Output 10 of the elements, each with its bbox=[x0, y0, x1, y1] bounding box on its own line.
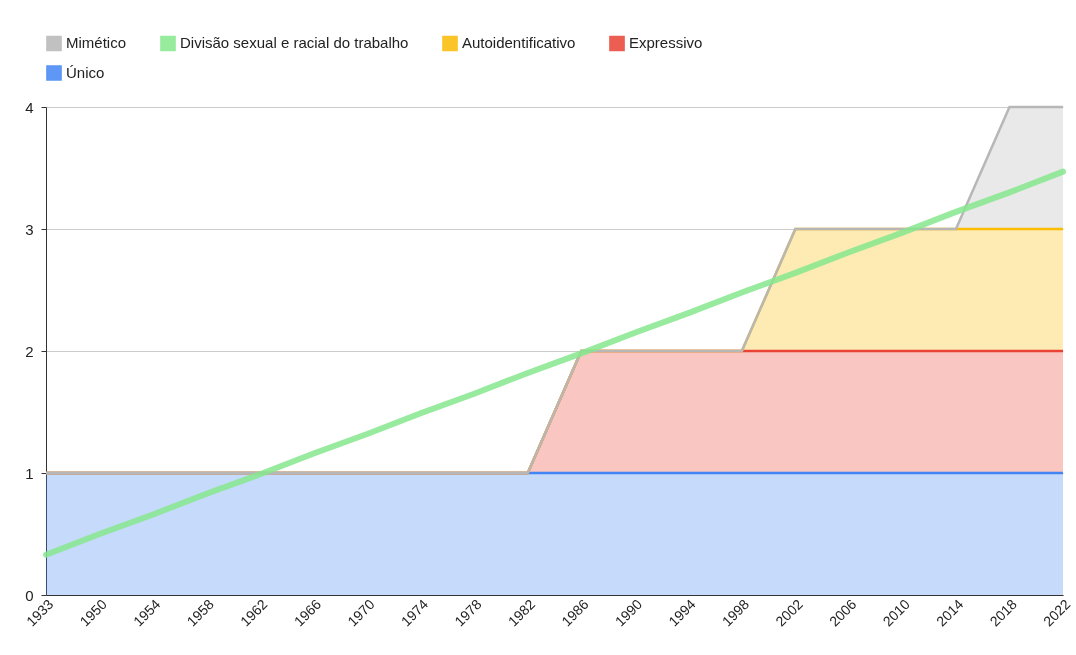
legend-label: Divisão sexual e racial do trabalho bbox=[180, 34, 409, 52]
y-tick-label: 0 bbox=[25, 586, 34, 604]
y-tick-label: 2 bbox=[25, 342, 34, 360]
y-tick-label: 3 bbox=[25, 220, 34, 238]
legend-label: Único bbox=[66, 64, 105, 81]
legend-label: Expressivo bbox=[629, 34, 703, 52]
legend-label: Mimético bbox=[66, 34, 127, 52]
y-tick-label: 1 bbox=[25, 464, 34, 482]
y-tick-label: 4 bbox=[25, 98, 34, 116]
legend-label: Autoidentificativo bbox=[462, 34, 576, 52]
